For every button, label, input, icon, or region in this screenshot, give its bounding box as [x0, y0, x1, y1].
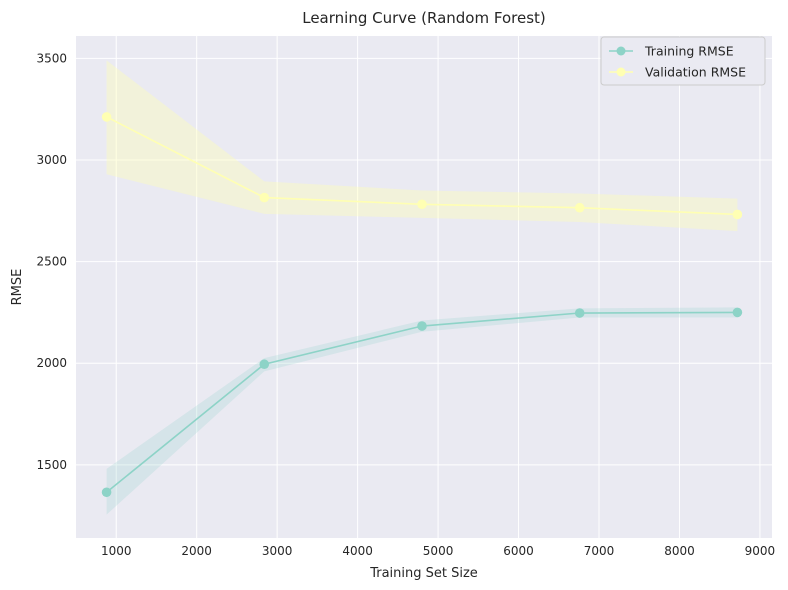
- x-tick-label: 8000: [664, 544, 695, 558]
- legend-label-validation: Validation RMSE: [645, 65, 746, 80]
- validation-rmse-point: [732, 209, 743, 220]
- validation-rmse-point: [101, 112, 112, 122]
- legend-marker-training: [616, 46, 626, 56]
- y-axis-title: RMSE: [10, 269, 25, 306]
- y-tick-label: 3500: [36, 51, 67, 65]
- legend-box: [600, 36, 766, 86]
- y-tick-label: 2000: [36, 356, 67, 370]
- legend-label-training: Training RMSE: [644, 44, 734, 59]
- validation-rmse-point: [259, 192, 270, 203]
- chart-title: Learning Curve (Random Forest): [302, 9, 546, 27]
- validation-rmse-band: [106, 60, 738, 232]
- training-rmse-point: [417, 321, 427, 331]
- x-tick-label: 9000: [745, 544, 776, 558]
- legend-marker-validation: [616, 67, 626, 77]
- series-points: [101, 112, 743, 498]
- y-tick-label: 1500: [36, 458, 67, 472]
- training-rmse-band: [106, 307, 738, 515]
- training-rmse-point: [259, 359, 270, 370]
- y-tick-label: 3000: [36, 153, 67, 167]
- training-rmse-point: [574, 308, 585, 318]
- legend: Training RMSE Validation RMSE: [600, 36, 766, 86]
- x-tick-label: 5000: [423, 544, 454, 558]
- x-tick-label: 4000: [342, 544, 373, 558]
- validation-rmse-point: [574, 202, 585, 213]
- x-tick-label: 7000: [584, 544, 615, 558]
- x-tick-label: 1000: [101, 544, 132, 558]
- validation-rmse-point: [417, 199, 427, 210]
- y-tick-labels: 1500 2000 2500 3000 3500: [36, 51, 67, 471]
- confidence-bands: [106, 60, 738, 515]
- x-tick-label: 3000: [262, 544, 293, 558]
- training-rmse-point: [101, 487, 112, 498]
- x-tick-label: 2000: [181, 544, 212, 558]
- x-axis-title: Training Set Size: [369, 566, 478, 581]
- x-tick-label: 6000: [503, 544, 534, 558]
- y-tick-label: 2500: [36, 255, 67, 269]
- plot-area: [76, 36, 772, 538]
- training-rmse-point: [732, 307, 743, 318]
- x-tick-labels: 1000 2000 3000 4000 5000 6000 7000 8000 9000: [101, 544, 775, 558]
